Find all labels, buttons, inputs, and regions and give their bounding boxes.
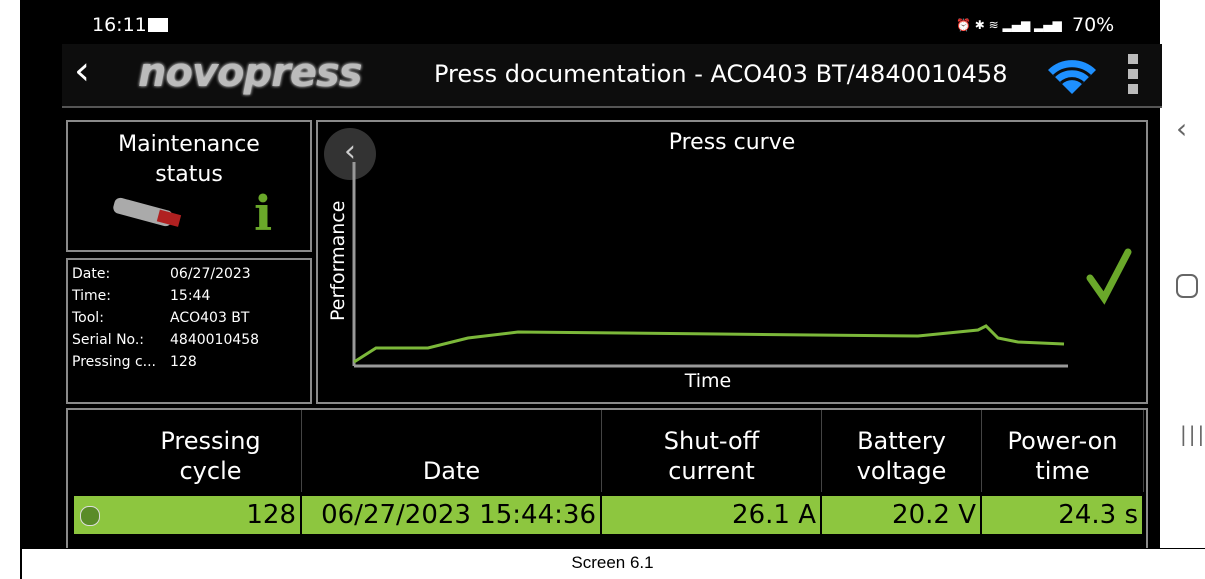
info-label: Tool:: [72, 310, 104, 326]
nav-recents[interactable]: |||: [1180, 422, 1205, 446]
history-table: Pressing cycle Date Shut-off current Batter…: [66, 408, 1148, 548]
nav-home[interactable]: [1176, 274, 1198, 298]
app-header: ‹ novopress Press documentation - ACO403…: [62, 44, 1162, 108]
info-value: 06/27/2023: [170, 266, 251, 282]
info-panel: Date: 06/27/2023 Time: 15:44 Tool: ACO403 BT S…: [66, 258, 312, 404]
back-button[interactable]: ‹: [74, 48, 90, 94]
info-value: ACO403 BT: [170, 310, 250, 326]
column-header: Power-on time: [982, 410, 1144, 492]
maintenance-title: Maintenance status: [118, 132, 260, 187]
row-status-icon: [80, 506, 100, 526]
table-cell: 06/27/2023 15:44:36: [302, 496, 602, 534]
table-row[interactable]: [74, 496, 1144, 534]
mail-icon: [148, 18, 168, 32]
table-cell: 26.1 A: [602, 496, 822, 534]
info-label: Pressing c...: [72, 354, 156, 370]
header-title: Press documentation - ACO403 BT/48400104…: [434, 60, 1008, 88]
table-cell: 128: [120, 496, 302, 534]
table-cell: 20.2 V: [822, 496, 982, 534]
info-label: Serial No.:: [72, 332, 145, 348]
info-icon[interactable]: i: [254, 186, 273, 242]
nav-back[interactable]: ‹: [1176, 112, 1188, 145]
status-time: 16:11: [92, 14, 147, 36]
chart-panel: ‹ Press curve Performance Time: [316, 120, 1148, 404]
wifi-icon: [1048, 60, 1096, 94]
status-battery: 70%: [1072, 14, 1115, 36]
maintenance-panel: Maintenance status i: [66, 120, 312, 252]
menu-button[interactable]: [1128, 54, 1138, 94]
info-label: Date:: [72, 266, 111, 282]
frame-line: [20, 0, 22, 579]
column-header: Pressing cycle: [120, 410, 302, 492]
column-header: Shut-off current: [602, 410, 822, 492]
x-axis-label: Time: [684, 370, 732, 392]
logo: novopress: [138, 50, 363, 96]
phone-screen: 16:11 70% ⏰ ✱ ≋ ▂▄▆ ▂▄▆ ‹ novopress Pres…: [22, 0, 1162, 548]
info-value: 15:44: [170, 288, 211, 304]
info-label: Time:: [72, 288, 111, 304]
info-value: 4840010458: [170, 332, 260, 348]
column-header: Battery voltage: [822, 410, 982, 492]
column-header: Date: [302, 410, 602, 492]
table-cell: 24.3 s: [982, 496, 1144, 534]
chart-title: Press curve: [668, 130, 796, 155]
frame-line: [20, 548, 1205, 549]
status-icons: ⏰ ✱ ≋ ▂▄▆ ▂▄▆: [956, 18, 1062, 32]
press-curve-plot: [352, 162, 1132, 368]
chart-back-button[interactable]: ‹: [324, 128, 376, 180]
info-value: 128: [170, 354, 197, 370]
tool-image: [113, 197, 182, 227]
caption: Screen 6.1: [571, 553, 654, 572]
